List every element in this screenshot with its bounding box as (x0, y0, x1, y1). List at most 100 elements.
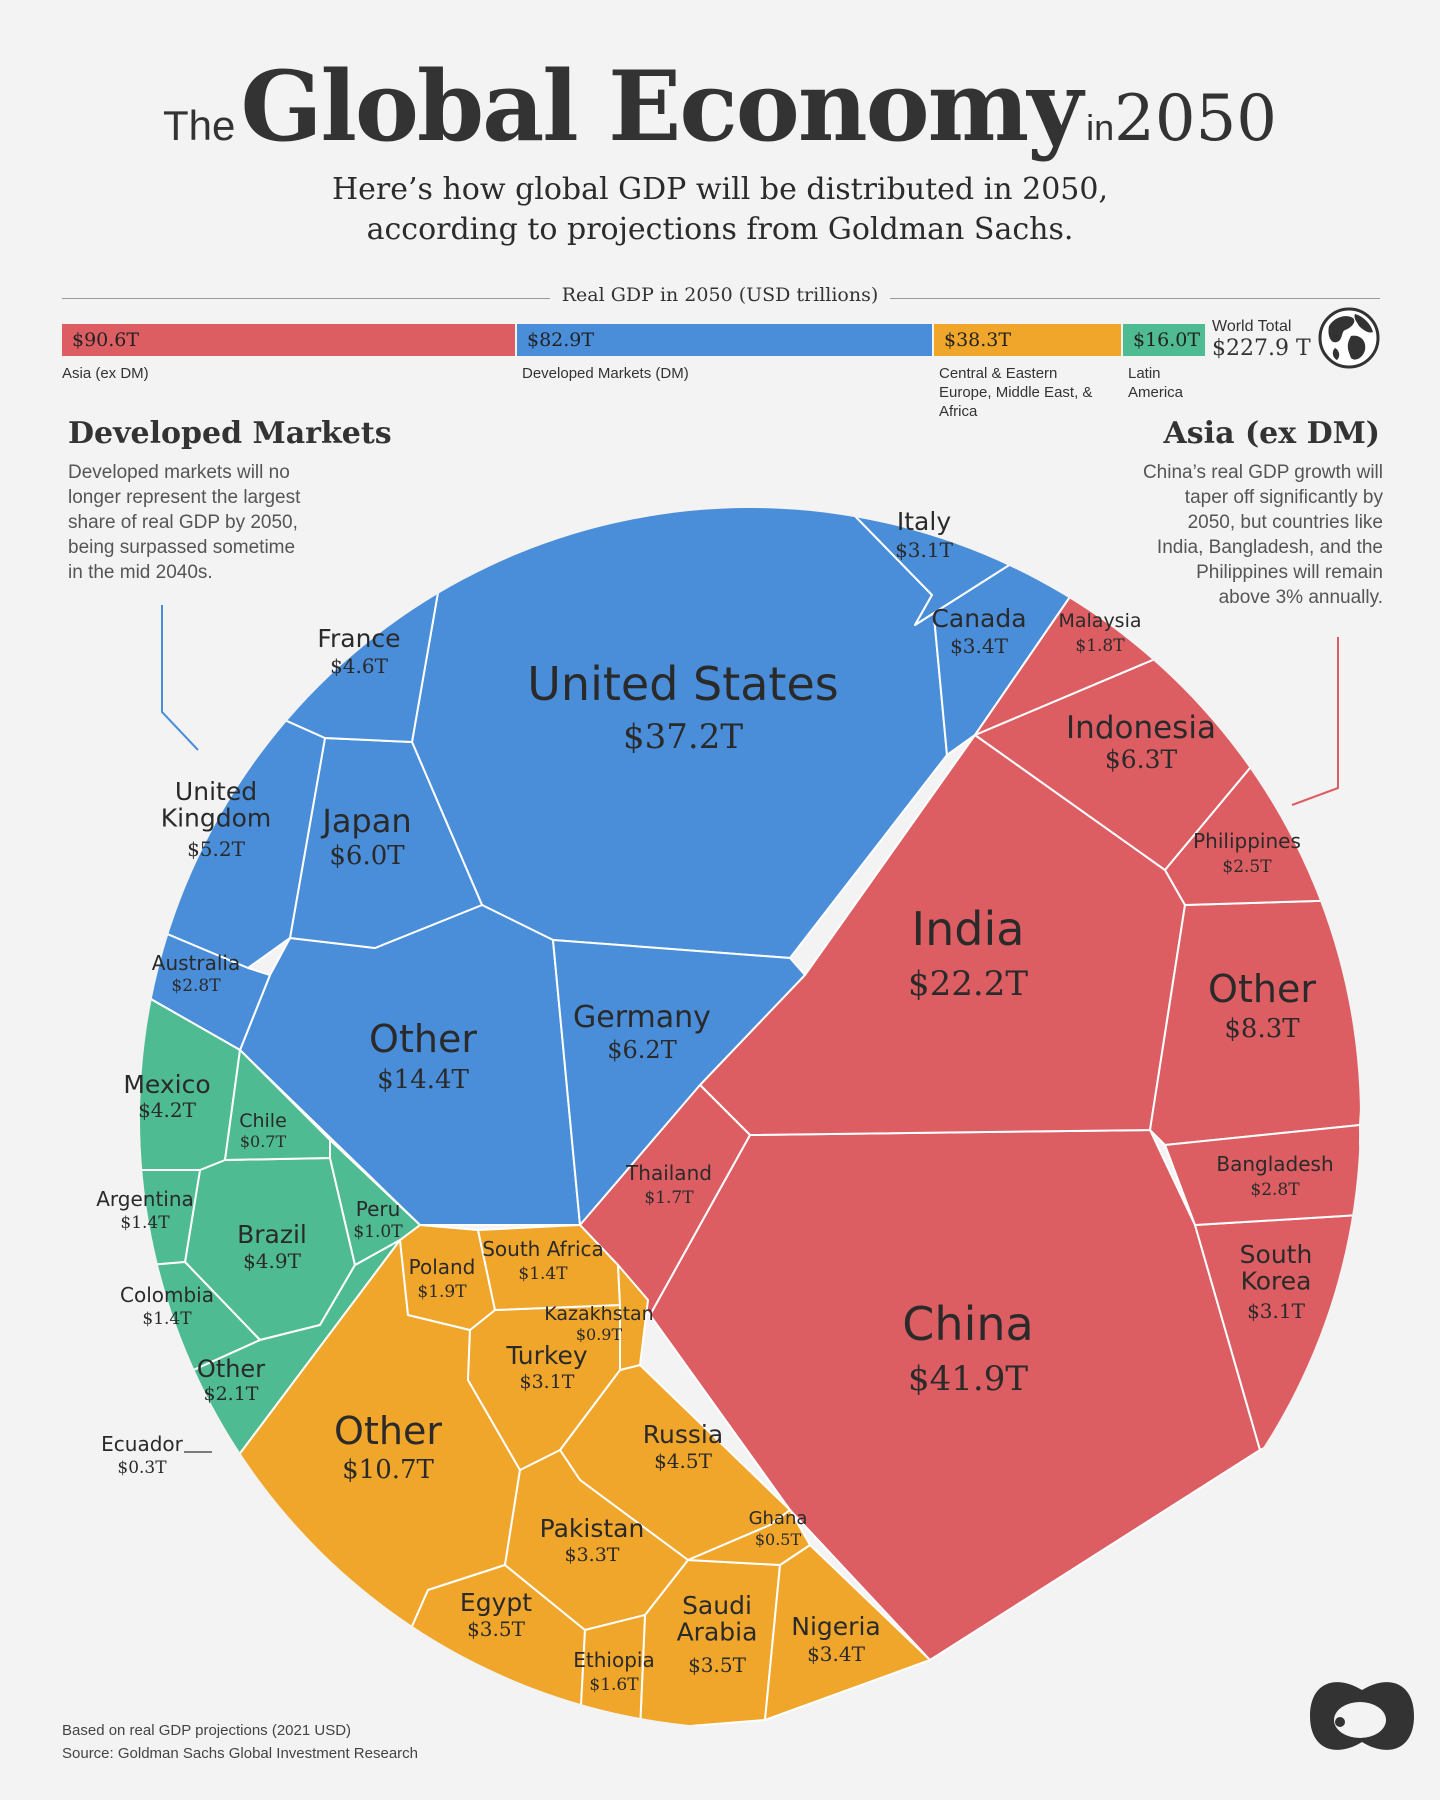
developed-markets-note: Developed markets will no longer represen… (68, 460, 388, 585)
label-ceemea-ghana-value: $0.5T (755, 1530, 802, 1549)
label-asia-ex-dm-malaysia-name: Malaysia (1058, 610, 1141, 632)
subtitle-line-1: Here’s how global GDP will be distribute… (332, 172, 1108, 207)
label-developed-markets-united-kingdom-name: United Kingdom (161, 777, 272, 832)
label-asia-ex-dm-bangladesh-value: $2.8T (1250, 1180, 1300, 1200)
visual-capitalist-logo-icon (1310, 1682, 1414, 1750)
label-latin-america-ecuador-value: $0.3T (117, 1458, 167, 1478)
cell-ceemea-ethiopia (579, 1614, 646, 1728)
label-latin-america-mexico-value: $4.2T (138, 1098, 197, 1122)
label-ceemea-egypt-value: $3.5T (467, 1617, 526, 1641)
label-asia-ex-dm-philippines-value: $2.5T (1222, 857, 1272, 877)
cell-ceemea-ghana (687, 1509, 811, 1566)
label-developed-markets-france-value: $4.6T (330, 654, 389, 678)
label-asia-ex-dm-thailand-value: $1.7T (644, 1188, 694, 1208)
footer-source: Source: Goldman Sachs Global Investment … (62, 1745, 419, 1762)
cell-ceemea-pakistan (504, 1449, 689, 1631)
developed-markets-leader-line (161, 605, 199, 751)
title-the: The (162, 102, 236, 149)
label-latin-america-ecuador-name: Ecuador (101, 1432, 183, 1456)
asia-leader-line (1291, 637, 1339, 806)
label-ceemea-kazakhstan-name: Kazakhstan (544, 1303, 653, 1325)
label-asia-ex-dm-south-korea-value: $3.1T (1247, 1299, 1306, 1323)
asia-note-line-3: 2050, but countries like (1187, 512, 1383, 533)
label-latin-america-peru-name: Peru (356, 1197, 401, 1221)
label-developed-markets-canada-value: $3.4T (950, 634, 1009, 658)
label-ceemea-south-africa-name: South Africa (482, 1237, 604, 1261)
cell-asia-ex-dm-china (649, 1129, 1261, 1661)
developed-markets-note-line-2: longer represent the largest (68, 487, 301, 508)
label-asia-ex-dm-other-value: $8.3T (1224, 1014, 1300, 1044)
bar-segment-asia: $90.6T (62, 324, 515, 356)
world-total-value: $227.9 T (1212, 336, 1311, 361)
cell-ceemea-kazakhstan (617, 1264, 649, 1371)
cell-asia-ex-dm-bangladesh (1164, 1124, 1360, 1226)
bar-segment-developed: $82.9T (517, 324, 932, 356)
developed-markets-note-line-3: share of real GDP by 2050, (68, 512, 298, 533)
label-asia-ex-dm-china-name: China (902, 1297, 1033, 1351)
label-ceemea-nigeria-name: Nigeria (791, 1612, 880, 1641)
label-asia-ex-dm-india-value: $22.2T (908, 964, 1028, 1004)
subtitle-line-2: according to projections from Goldman Sa… (366, 212, 1074, 247)
label-ceemea-russia-name: Russia (643, 1420, 723, 1449)
label-latin-america-peru-value: $1.0T (353, 1222, 403, 1242)
label-developed-markets-other-value: $14.4T (377, 1065, 469, 1095)
cell-asia-ex-dm-thailand (579, 1084, 751, 1316)
label-developed-markets-japan-value: $6.0T (329, 841, 405, 871)
footer-note: Based on real GDP projections (2021 USD) (62, 1722, 352, 1739)
world-total-label: World Total (1212, 318, 1292, 335)
developed-markets-note-line-5: in the mid 2040s. (68, 562, 213, 583)
label-latin-america-mexico-name: Mexico (123, 1070, 210, 1099)
label-latin-america-colombia-value: $1.4T (142, 1309, 192, 1329)
label-asia-ex-dm-china-value: $41.9T (908, 1359, 1028, 1399)
title-year: 2050 (1114, 82, 1277, 156)
developed-markets-note-line-4: being surpassed sometime (68, 537, 296, 558)
label-latin-america-chile-value: $0.7T (240, 1132, 287, 1151)
label-developed-markets-australia-value: $2.8T (171, 976, 221, 996)
developed-markets-note-line-1: Developed markets will no (68, 462, 290, 483)
cell-latin-america-mexico (140, 969, 241, 1171)
developed-markets-heading: Developed Markets (68, 416, 392, 451)
label-latin-america-other-name: Other (197, 1355, 265, 1383)
label-asia-ex-dm-indonesia-name: Indonesia (1066, 710, 1216, 746)
page-title: The Global Economy in2050 (0, 50, 1440, 163)
label-developed-markets-japan-name: Japan (320, 802, 411, 840)
asia-note-line-5: Philippines will remain (1196, 562, 1383, 583)
title-main: Global Economy (240, 50, 1083, 163)
asia-note: China’s real GDP growth will taper off si… (1060, 460, 1383, 610)
label-asia-ex-dm-india-name: India (912, 902, 1025, 956)
globe-icon (1318, 307, 1380, 369)
bar-segment-ceemea-value: $38.3T (944, 329, 1012, 351)
label-developed-markets-united-states-value: $37.2T (623, 717, 743, 757)
cell-developed-markets-united-kingdom (140, 699, 326, 969)
label-latin-america-brazil-name: Brazil (237, 1220, 307, 1249)
label-ceemea-ethiopia-name: Ethiopia (573, 1648, 654, 1672)
label-latin-america-chile-name: Chile (239, 1110, 287, 1132)
chart-cells (140, 508, 1360, 1728)
label-asia-ex-dm-indonesia-value: $6.3T (1105, 745, 1178, 774)
label-ceemea-poland-name: Poland (409, 1255, 476, 1279)
asia-note-line-1: China’s real GDP growth will (1142, 462, 1383, 483)
label-developed-markets-germany-name: Germany (573, 1000, 711, 1035)
bar-title: Real GDP in 2050 (USD trillions) (0, 284, 1440, 306)
bar-label-asia: Asia (ex DM) (62, 365, 149, 382)
label-developed-markets-germany-value: $6.2T (607, 1036, 676, 1064)
label-latin-america-other-value: $2.1T (204, 1383, 259, 1405)
label-asia-ex-dm-malaysia-value: $1.8T (1075, 636, 1125, 656)
label-latin-america-argentina-value: $1.4T (120, 1213, 170, 1233)
label-latin-america-brazil-value: $4.9T (243, 1249, 302, 1273)
bar-segment-developed-value: $82.9T (527, 329, 595, 351)
label-latin-america-colombia-name: Colombia (120, 1283, 214, 1307)
bar-segment-asia-value: $90.6T (72, 329, 140, 351)
label-ceemea-ghana-name: Ghana (749, 1508, 808, 1529)
label-ceemea-pakistan-value: $3.3T (565, 1544, 620, 1566)
label-ceemea-saudi-arabia-value: $3.5T (688, 1653, 747, 1677)
bar-segment-ceemea: $38.3T (934, 324, 1121, 356)
bar-segment-latam-value: $16.0T (1133, 329, 1201, 351)
asia-note-line-4: India, Bangladesh, and the (1156, 537, 1383, 558)
label-ceemea-saudi-arabia-name: Saudi Arabia (677, 1591, 758, 1646)
label-ceemea-russia-value: $4.5T (654, 1449, 713, 1473)
label-ceemea-poland-value: $1.9T (417, 1282, 467, 1302)
label-developed-markets-france-name: France (317, 624, 400, 653)
label-asia-ex-dm-other-name: Other (1208, 967, 1316, 1011)
label-ceemea-turkey-name: Turkey (505, 1341, 588, 1370)
